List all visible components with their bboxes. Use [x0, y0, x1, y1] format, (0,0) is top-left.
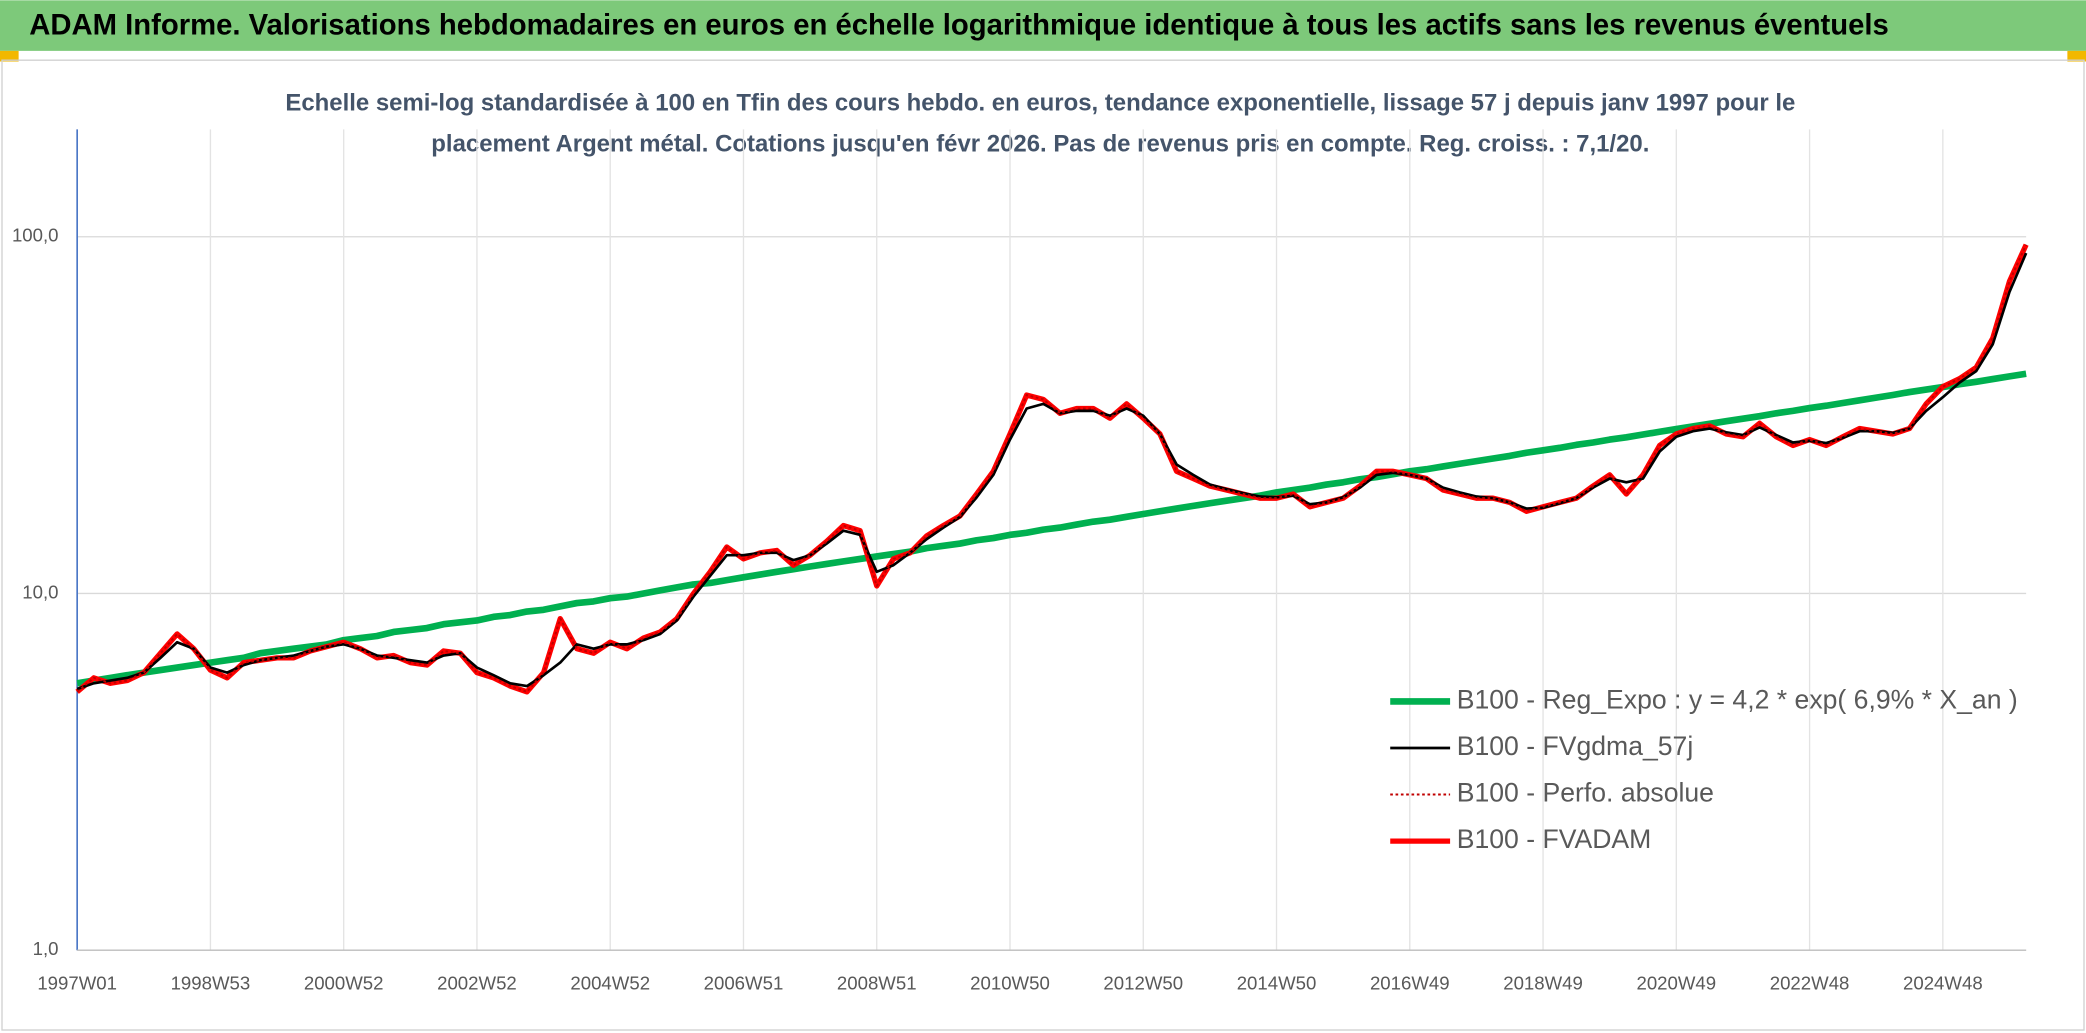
- x-tick-label: 2024W48: [1903, 973, 1983, 994]
- x-tick-label: 2014W50: [1237, 973, 1317, 994]
- chart-title: ADAM Informe. Valorisations hebdomadaire…: [29, 10, 1889, 42]
- y-tick-label: 100,0: [12, 225, 59, 246]
- legend-label: B100 - Perfo. absolue: [1457, 778, 1714, 808]
- legend-label: B100 - Reg_Expo : y = 4,2 * exp( 6,9% * …: [1457, 684, 2018, 714]
- chart-subtitle: placement Argent métal. Cotations jusqu'…: [431, 131, 1649, 158]
- x-tick-label: 2010W50: [970, 973, 1050, 994]
- x-tick-label: 2000W52: [304, 973, 384, 994]
- x-tick-label: 2012W50: [1103, 973, 1183, 994]
- x-tick-label: 2020W49: [1636, 973, 1716, 994]
- x-tick-label: 2018W49: [1503, 973, 1583, 994]
- x-tick-label: 2008W51: [837, 973, 917, 994]
- y-tick-label: 1,0: [33, 938, 59, 959]
- x-tick-label: 2006W51: [704, 973, 784, 994]
- legend-label: B100 - FVADAM: [1457, 824, 1652, 854]
- x-tick-label: 2002W52: [437, 973, 517, 994]
- legend-label: B100 - FVgdma_57j: [1457, 731, 1694, 761]
- series-line: [76, 252, 2028, 691]
- corner: [0, 50, 19, 62]
- x-tick-label: 2004W52: [570, 973, 650, 994]
- header-band: [0, 0, 2086, 51]
- x-tick-label: 2022W48: [1770, 973, 1850, 994]
- chart-subtitle: Echelle semi-log standardisée à 100 en T…: [285, 89, 1795, 116]
- frame: [1, 59, 2085, 1031]
- x-tick-label: 1997W01: [37, 973, 117, 994]
- x-tick-label: 2016W49: [1370, 973, 1450, 994]
- x-tick-label: 1998W53: [171, 973, 251, 994]
- corner: [2067, 50, 2086, 62]
- y-tick-label: 10,0: [22, 581, 58, 602]
